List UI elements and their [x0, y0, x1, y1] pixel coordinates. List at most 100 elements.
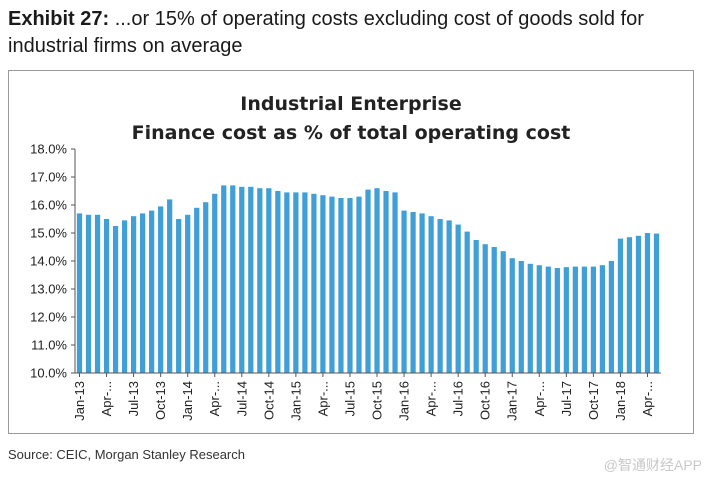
x-tick-label: Jul-13 — [126, 381, 141, 416]
bar-series — [76, 185, 660, 373]
bar — [527, 263, 533, 373]
y-tick-label: 14.0% — [30, 254, 67, 269]
x-tick-label: Oct-14 — [261, 381, 276, 420]
bar — [149, 210, 155, 373]
bar — [545, 266, 551, 373]
bar — [112, 226, 119, 373]
bar — [518, 261, 524, 373]
bar — [311, 193, 317, 373]
source-note: Source: CEIC, Morgan Stanley Research — [8, 447, 245, 462]
bar — [293, 192, 299, 373]
exhibit-label: Exhibit 27: — [8, 8, 110, 30]
bar — [491, 247, 497, 373]
bar — [374, 188, 380, 373]
bar — [581, 266, 587, 373]
y-tick-label: 15.0% — [30, 226, 67, 241]
bar — [608, 261, 615, 373]
y-axis: 10.0% 11.0% 12.0% 13.0% 14.0% 15.0% 16.0% 17.0%… — [30, 142, 76, 381]
bar — [338, 198, 344, 373]
bar — [500, 251, 506, 373]
bar — [446, 220, 452, 373]
x-tick-label: Jul-17 — [559, 381, 574, 416]
y-tick-label: 11.0% — [31, 338, 67, 353]
x-tick-label: Jan-16 — [397, 381, 412, 421]
bar — [347, 198, 353, 373]
bar — [635, 235, 642, 373]
bar — [356, 196, 362, 373]
chart: Industrial Enterprise Finance cost as % o… — [30, 93, 661, 421]
x-tick-label: Jan-17 — [505, 381, 520, 421]
x-tick-label: Oct-17 — [586, 381, 601, 420]
bar — [212, 193, 218, 373]
bar — [473, 240, 479, 373]
bar — [653, 233, 660, 373]
bar — [121, 220, 128, 373]
bar — [257, 188, 263, 373]
x-tick-label: Jan-14 — [180, 381, 195, 421]
x-tick-label: Apr-... — [532, 381, 547, 416]
x-tick-label: Jan-18 — [613, 381, 628, 421]
bar — [194, 207, 200, 373]
exhibit-text: ...or 15% of operating costs excluding c… — [8, 8, 644, 57]
bar — [239, 186, 245, 373]
bar — [94, 214, 101, 373]
bar — [230, 185, 236, 373]
bar — [437, 219, 443, 373]
bar — [572, 266, 578, 373]
bar — [482, 244, 488, 373]
bar — [365, 189, 371, 373]
bar — [419, 213, 425, 373]
x-tick-label: Jul-16 — [451, 381, 466, 416]
bar — [455, 224, 461, 373]
bar — [536, 265, 542, 373]
x-tick-label: Apr-... — [424, 381, 439, 416]
bar — [617, 238, 624, 373]
bar — [185, 214, 191, 373]
x-tick-label: Apr-... — [315, 381, 330, 416]
bar — [167, 199, 173, 373]
bar — [428, 216, 434, 373]
x-tick-label: Oct-16 — [478, 381, 493, 420]
y-tick-label: 10.0% — [30, 366, 67, 381]
bar — [563, 267, 569, 373]
x-tick-label: Jul-15 — [342, 381, 357, 416]
bar — [392, 192, 398, 373]
bar — [85, 214, 92, 373]
y-tick-label: 18.0% — [30, 142, 67, 157]
bar — [248, 186, 254, 373]
chart-panel: Industrial Enterprise Finance cost as % o… — [8, 70, 694, 434]
x-tick-label: Apr-... — [99, 381, 114, 416]
bar — [626, 237, 633, 373]
x-tick-label: Jan-15 — [288, 381, 303, 421]
bar — [203, 202, 209, 373]
bar — [221, 185, 227, 373]
bar — [140, 213, 146, 373]
y-tick-label: 13.0% — [30, 282, 67, 297]
x-tick-label: Jan-13 — [72, 381, 87, 421]
y-tick-label: 16.0% — [30, 198, 67, 213]
x-axis: Jan-13 Apr-... Jul-13 Oct-13 Jan-14 Apr-... Ju… — [72, 372, 661, 421]
chart-title-line: Finance cost as % of total operating cos… — [132, 122, 571, 144]
bar — [130, 216, 137, 373]
exhibit-caption: Exhibit 27: ...or 15% of operating costs… — [8, 6, 698, 60]
bar — [329, 196, 335, 373]
bar — [383, 191, 389, 373]
x-tick-label: Apr-... — [640, 381, 655, 416]
bar — [644, 233, 651, 373]
bar — [464, 231, 470, 373]
bar — [554, 268, 560, 373]
x-tick-label: Jul-14 — [234, 381, 249, 416]
x-tick-label: Apr-... — [207, 381, 222, 416]
x-tick-label: Oct-13 — [153, 381, 168, 420]
watermark: @智通财经APP — [603, 457, 702, 473]
bar — [76, 213, 83, 373]
bar — [410, 212, 416, 373]
bar — [103, 219, 110, 373]
bar — [320, 195, 326, 373]
x-tick-label: Oct-15 — [370, 381, 385, 420]
bar — [302, 192, 308, 373]
bar — [266, 188, 272, 373]
bar — [284, 192, 290, 373]
bar — [158, 206, 164, 373]
bar — [176, 219, 182, 373]
